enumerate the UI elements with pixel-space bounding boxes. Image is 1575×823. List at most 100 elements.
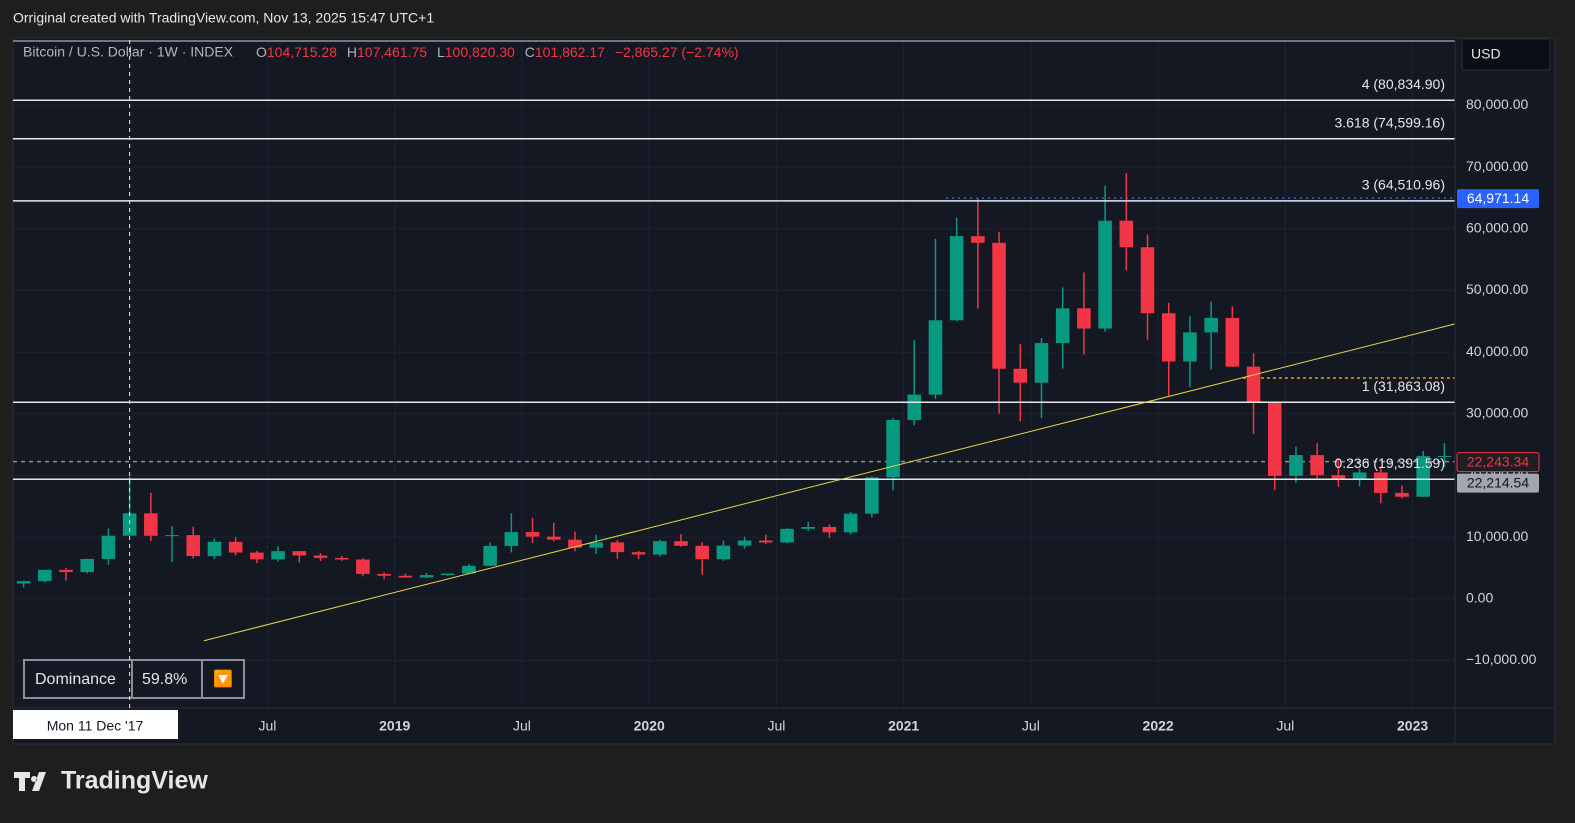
- candle-body: [440, 573, 455, 576]
- candle-body: [971, 236, 985, 243]
- dominance-value: 59.8%: [142, 671, 187, 688]
- x-tick-label: Jul: [1276, 718, 1294, 734]
- l-value: 100,820.30: [445, 44, 515, 60]
- candle-body: [1352, 472, 1367, 480]
- plot: [13, 40, 1456, 708]
- logo-text: TradingView: [61, 767, 208, 795]
- candle-body: [1077, 308, 1091, 329]
- candle-body: [398, 575, 413, 578]
- x-tick-label: 2023: [1397, 718, 1428, 734]
- level-label: 3 (64,510.96): [1362, 177, 1445, 193]
- h-value: 107,461.75: [357, 44, 427, 60]
- price-tag: [1457, 473, 1539, 493]
- level-label: 1 (31,863.08): [1362, 378, 1445, 394]
- y-tick-label: 30,000.00: [1466, 404, 1528, 420]
- o-label: O: [256, 44, 267, 60]
- l-label: L: [437, 44, 445, 60]
- price-tag: [1457, 189, 1539, 209]
- candle-body: [80, 558, 95, 573]
- currency-button[interactable]: [1461, 38, 1551, 71]
- candle-body: [144, 513, 158, 536]
- price-tag: [1456, 452, 1540, 473]
- candle-body: [1331, 475, 1346, 480]
- candle-body: [1098, 220, 1112, 329]
- candle-body: [122, 513, 137, 536]
- candle-body: [1246, 366, 1261, 403]
- o-value: 104,715.28: [267, 44, 337, 60]
- candle-body: [16, 581, 31, 584]
- level-label: 3.618 (74,599.16): [1334, 114, 1445, 130]
- h-label: H: [347, 44, 357, 60]
- candle-body: [631, 552, 646, 555]
- candle-body: [1267, 402, 1282, 476]
- candle-body: [1225, 317, 1240, 367]
- candle-body: [1013, 368, 1028, 383]
- x-tick-label: Jul: [259, 718, 277, 734]
- candle-body: [589, 542, 603, 548]
- dominance-frame: [23, 659, 245, 699]
- candle-body: [652, 541, 667, 555]
- candle-body: [228, 541, 243, 553]
- candle-body: [1140, 247, 1155, 314]
- candle-body: [271, 551, 285, 560]
- x-tick-label: 2021: [888, 718, 919, 734]
- candle-body: [1161, 313, 1176, 362]
- candle-body: [292, 551, 307, 556]
- candle-body: [1204, 317, 1218, 333]
- level-label: 0.236 (19,391.59): [1334, 455, 1445, 471]
- currency[interactable]: USD: [1471, 46, 1501, 62]
- candle-body: [865, 477, 879, 514]
- candle-body: [928, 320, 943, 395]
- candle-body: [1416, 456, 1430, 497]
- candle-body: [462, 565, 476, 574]
- y-tick-label: 40,000.00: [1466, 343, 1528, 359]
- x-tick-label: Jul: [513, 718, 531, 734]
- candle-body: [207, 541, 222, 557]
- candle-body: [695, 545, 709, 560]
- candle-body: [1437, 456, 1452, 458]
- x-tick-label: 2020: [634, 718, 665, 734]
- candle-body: [165, 535, 179, 537]
- x-tick-label: Jul: [1022, 718, 1040, 734]
- candle-body: [759, 540, 773, 543]
- candle-body: [313, 555, 328, 558]
- candle-body: [1289, 455, 1303, 476]
- candle-body: [843, 513, 858, 533]
- ohlc-legend: O104,715.28 H107,461.75 L100,820.30 C101…: [256, 44, 739, 60]
- y-tick-label: 80,000.00: [1466, 96, 1528, 112]
- dominance-label: Dominance: [35, 671, 116, 688]
- logo-icon: [14, 772, 46, 791]
- candle-body: [546, 536, 561, 540]
- candle-body: [949, 236, 964, 321]
- y-tick-label: 60,000.00: [1466, 219, 1528, 235]
- c-label: C: [525, 44, 535, 60]
- candle-body: [101, 535, 116, 559]
- candle-body: [356, 559, 370, 574]
- candle-body: [419, 575, 434, 578]
- candle-body: [907, 394, 922, 421]
- dominance-box: Dominance 59.8% 🔽: [23, 659, 245, 699]
- x-tick-label: 2019: [379, 718, 410, 734]
- candle-body: [886, 420, 900, 478]
- candle-body: [822, 526, 837, 533]
- crosshair-tag: [13, 710, 178, 739]
- level-label: 4 (80,834.90): [1362, 76, 1445, 92]
- candle-body: [186, 535, 201, 557]
- chart-panel: [12, 37, 1556, 745]
- candle-body: [38, 569, 52, 582]
- change: −2,865.27 (−2.74%): [615, 44, 739, 60]
- candle-body: [1310, 455, 1324, 476]
- candle-body: [780, 528, 794, 543]
- logo: TradingView: [14, 767, 208, 795]
- dominance-icon: 🔽: [213, 669, 233, 688]
- y-tick-label: 10,000.00: [1466, 528, 1528, 544]
- trend-line: [203, 323, 1456, 642]
- candle-body: [504, 532, 519, 546]
- candle-body: [1373, 472, 1388, 493]
- candle-body: [1395, 492, 1409, 497]
- y-tick-label: −10,000.00: [1466, 651, 1537, 667]
- candle-body: [1119, 220, 1134, 248]
- caption: Orriginal created with TradingView.com, …: [13, 10, 434, 26]
